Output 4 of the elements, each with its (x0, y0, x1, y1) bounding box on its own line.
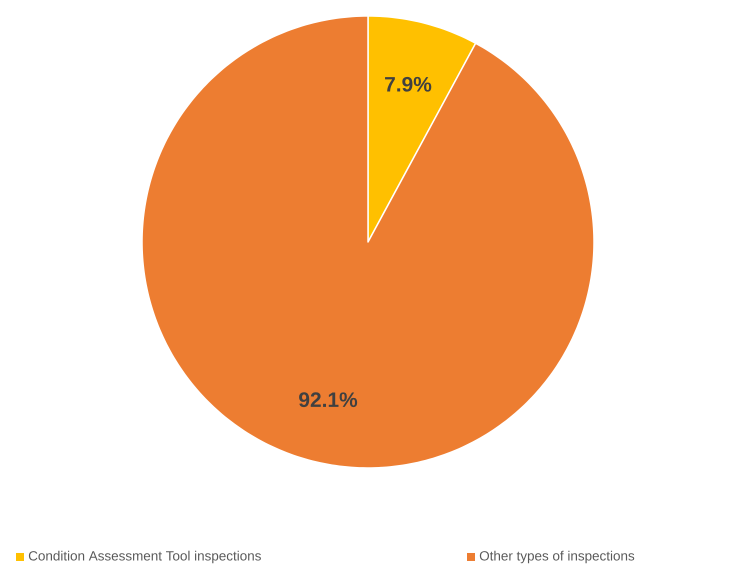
data-label: 92.1% (299, 392, 358, 408)
data-label: 7.9% (385, 76, 432, 92)
legend-label: Other types of inspections (480, 550, 634, 564)
legend-label: Condition Assessment Tool inspections (28, 550, 261, 564)
